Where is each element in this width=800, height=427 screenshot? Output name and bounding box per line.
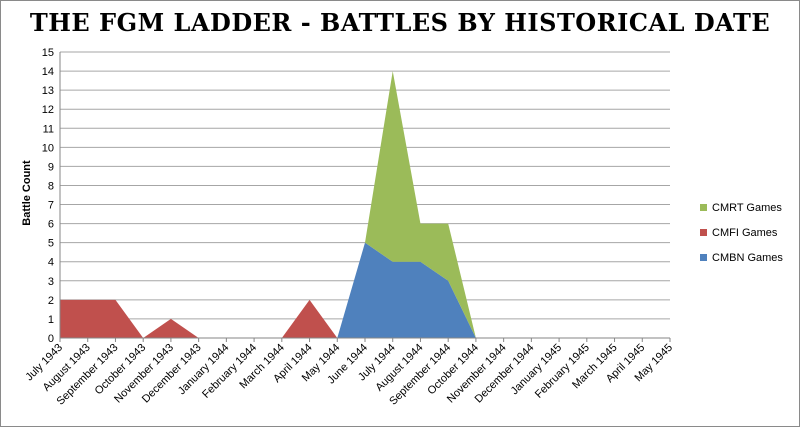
- gridlines: [60, 51, 670, 320]
- legend-swatch: [700, 254, 707, 261]
- legend-label: CMRT Games: [712, 202, 782, 214]
- legend-swatch: [700, 204, 707, 211]
- y-tick-label: 0: [48, 333, 54, 345]
- chart-title: The FGM Ladder - Battles by Historical D…: [29, 8, 771, 37]
- axes: [59, 52, 671, 342]
- y-tick-label: 13: [42, 85, 54, 97]
- y-tick-label: 9: [48, 161, 54, 173]
- legend-label: CMBN Games: [712, 252, 783, 264]
- y-tick-label: 2: [48, 295, 54, 307]
- y-tick-label: 1: [48, 314, 54, 326]
- y-tick-label: 14: [42, 66, 54, 78]
- y-tick-label: 10: [42, 142, 54, 154]
- y-tick-label: 5: [48, 238, 54, 250]
- legend-swatch: [700, 229, 707, 236]
- area-cmbn-games: [60, 242, 670, 338]
- y-tick-label: 6: [48, 219, 54, 231]
- y-axis-label: Battle Count: [21, 160, 33, 226]
- y-tick-label: 7: [48, 200, 54, 212]
- legend: CMRT Games CMFI Games CMBN Games: [700, 202, 783, 264]
- y-tick-label: 4: [48, 257, 54, 269]
- legend-label: CMFI Games: [712, 227, 778, 239]
- area-cmfi-games: [60, 242, 670, 338]
- series-areas: [60, 71, 670, 339]
- y-tick-label: 15: [42, 47, 54, 59]
- y-tick-label: 11: [43, 123, 54, 135]
- y-tick-label: 3: [48, 276, 54, 288]
- y-tick-label: 8: [48, 180, 54, 192]
- y-tick-label: 12: [42, 104, 54, 116]
